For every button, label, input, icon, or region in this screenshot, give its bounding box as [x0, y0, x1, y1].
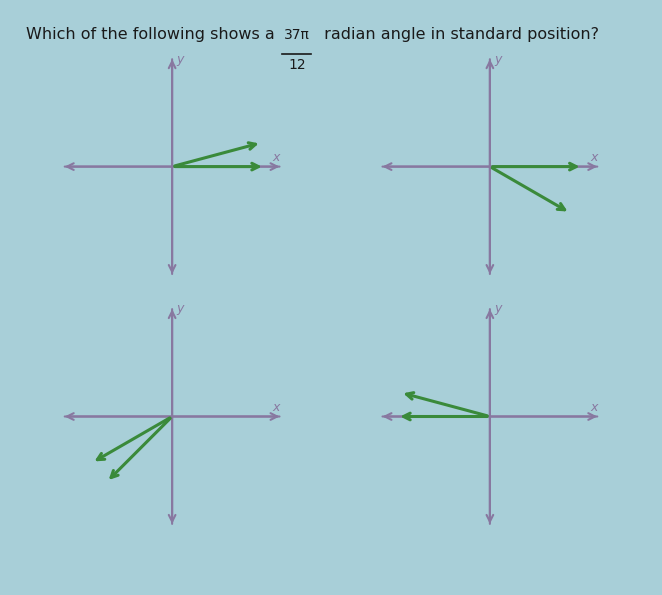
Text: x: x [273, 151, 280, 164]
Text: x: x [591, 151, 598, 164]
Text: 12: 12 [288, 58, 306, 73]
Text: y: y [176, 302, 184, 315]
Text: y: y [494, 52, 502, 65]
Text: x: x [273, 401, 280, 414]
Text: x: x [591, 401, 598, 414]
Text: y: y [176, 52, 184, 65]
Text: y: y [494, 302, 502, 315]
Text: 37π: 37π [284, 28, 310, 42]
Text: radian angle in standard position?: radian angle in standard position? [318, 27, 598, 42]
Text: Which of the following shows a: Which of the following shows a [26, 27, 280, 42]
